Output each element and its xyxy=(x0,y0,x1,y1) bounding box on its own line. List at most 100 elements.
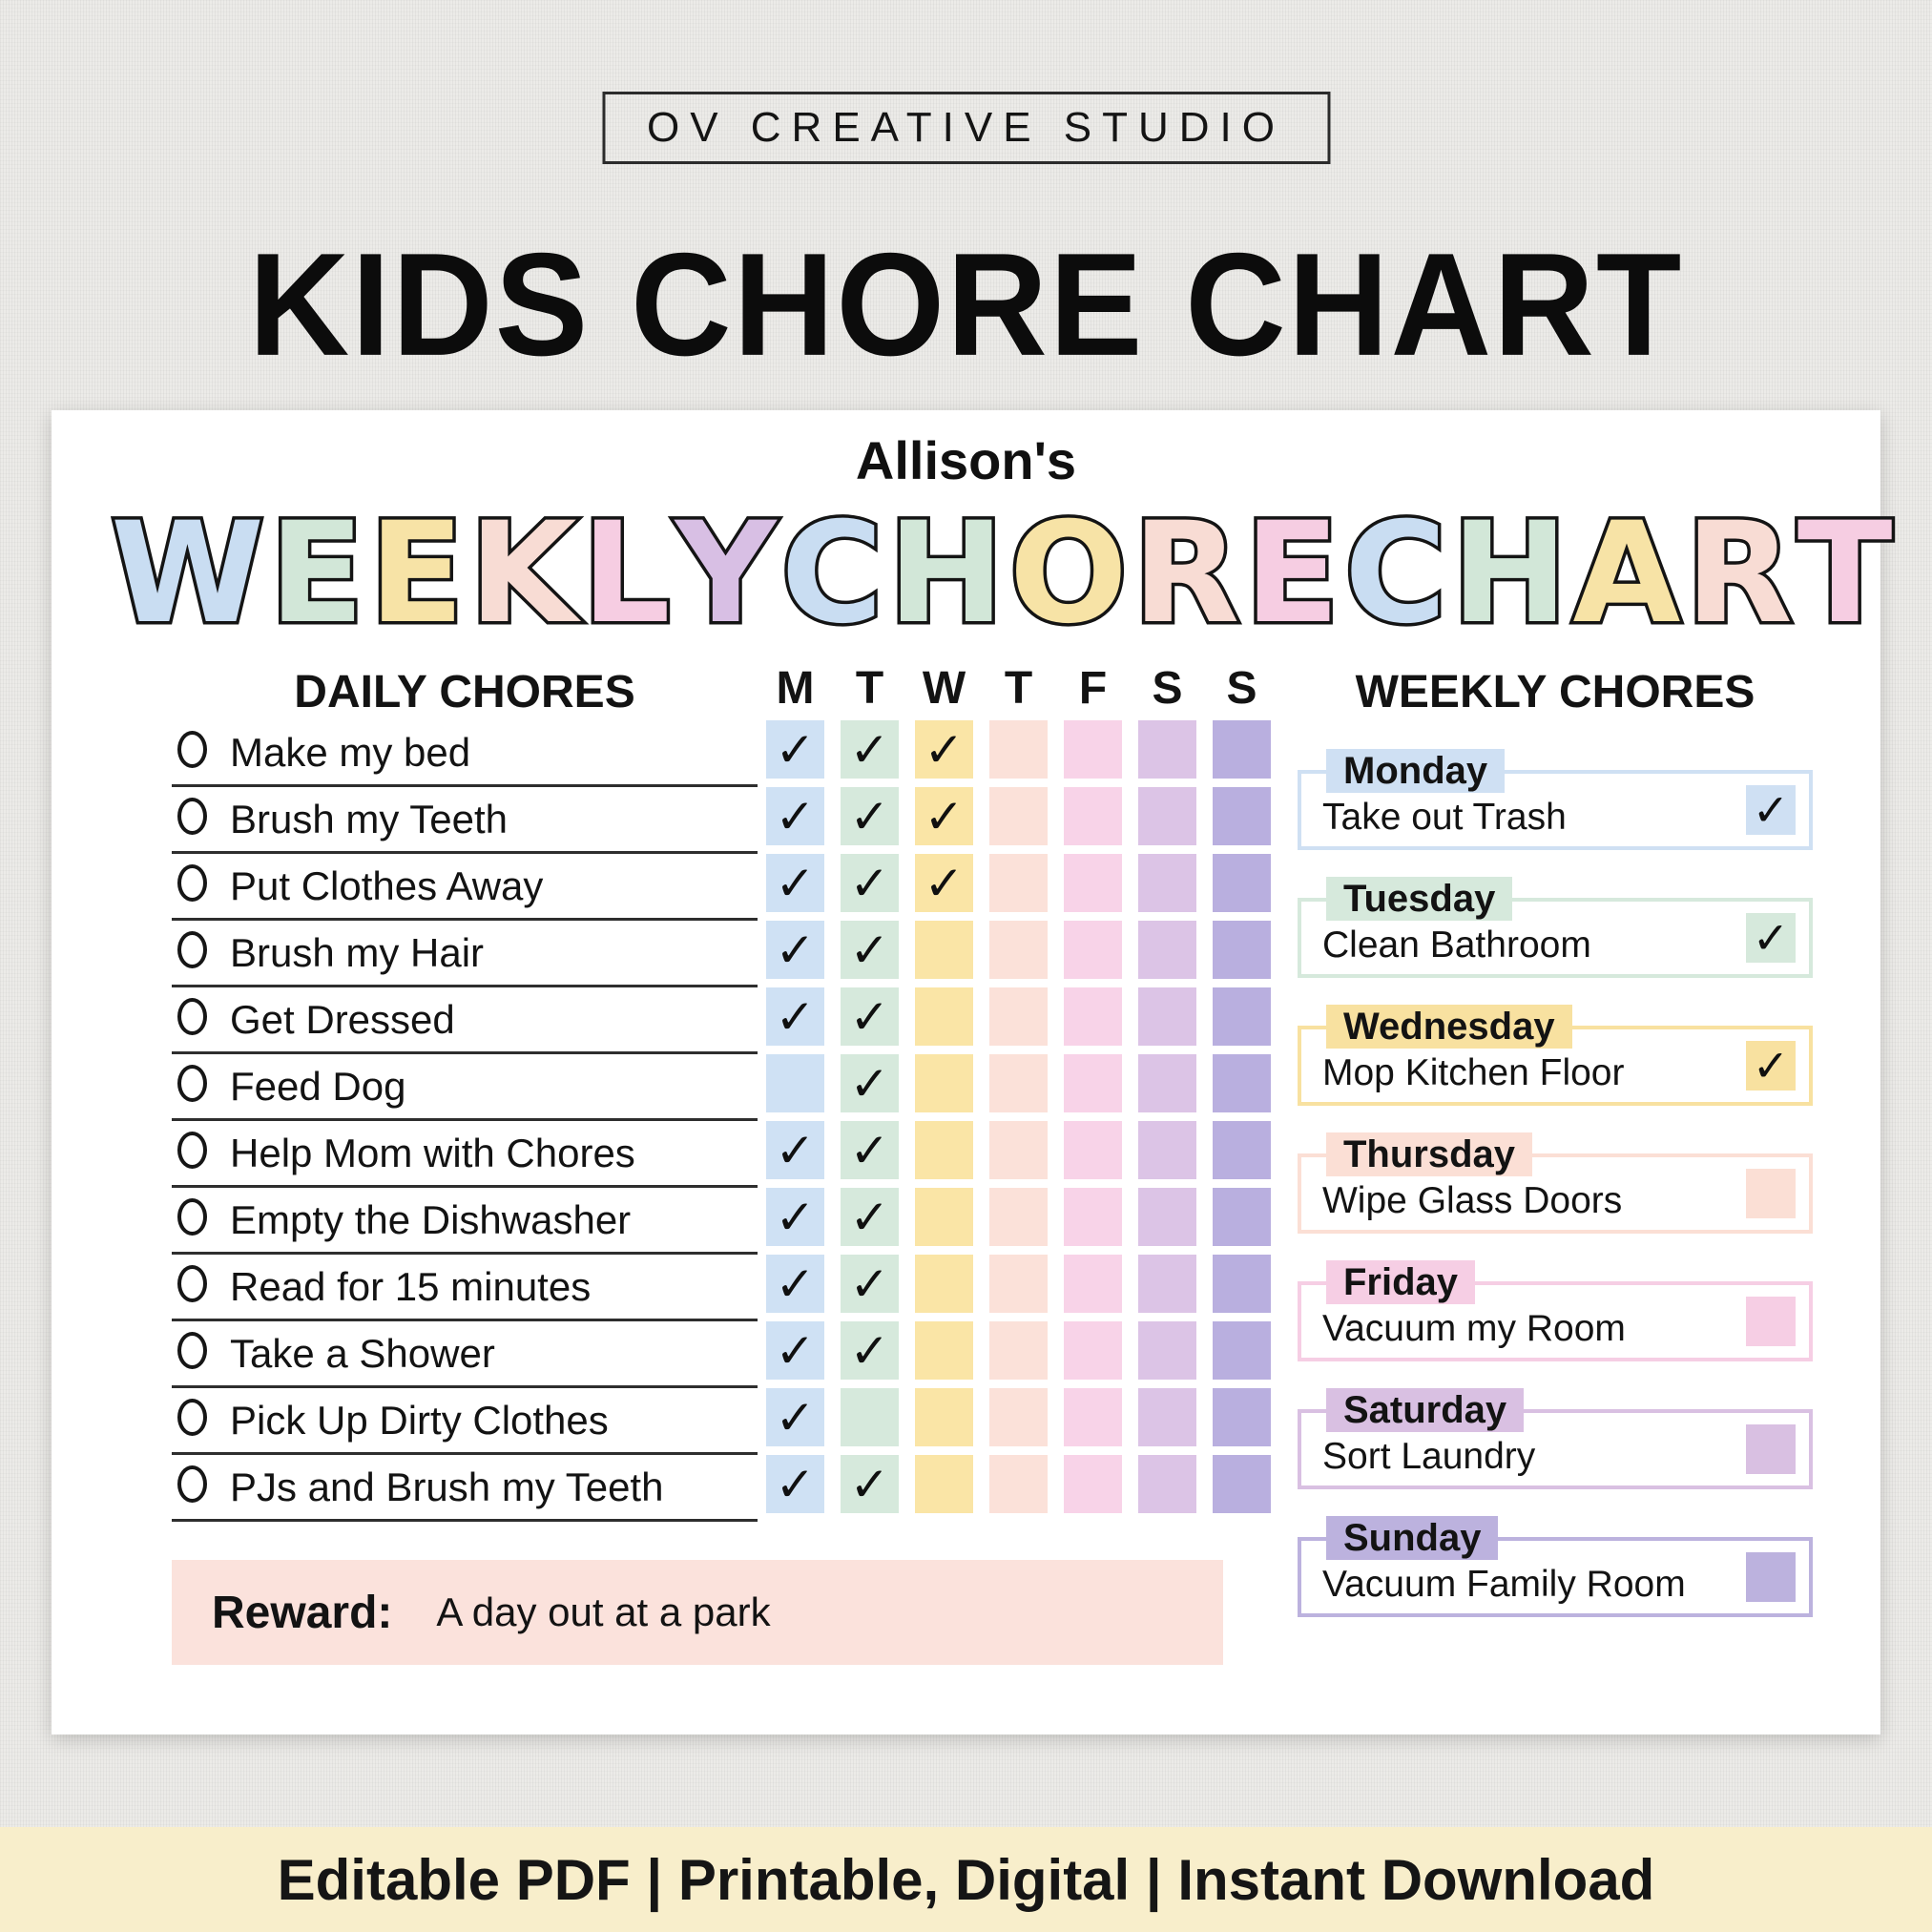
weekly-day-label: Wednesday xyxy=(1326,1005,1572,1049)
day-letter-header: T xyxy=(855,663,884,714)
check-cell xyxy=(1138,720,1196,779)
daily-chore-row: Read for 15 minutes xyxy=(172,1255,758,1321)
daily-chore-row: Pick Up Dirty Clothes xyxy=(172,1388,758,1455)
check-cell xyxy=(1064,720,1122,779)
day-letter-header: T xyxy=(1004,663,1033,714)
check-cell xyxy=(989,1388,1048,1446)
bubble-letter: K xyxy=(466,492,580,654)
check-grid-row: ✓ xyxy=(766,1054,1271,1121)
check-cell xyxy=(1138,1455,1196,1513)
check-cell xyxy=(989,1121,1048,1179)
daily-chore-list: Make my bed Brush my Teeth Put Clothes Awa… xyxy=(172,720,758,1522)
weekly-chore-label: Vacuum Family Room xyxy=(1322,1564,1686,1605)
check-cell xyxy=(1213,987,1271,1046)
chart-owner-name: Allison's xyxy=(855,430,1077,490)
day-letter-header: S xyxy=(1226,663,1257,714)
checkmark-icon: ✓ xyxy=(775,1122,816,1178)
check-cell: ✓ xyxy=(766,921,824,979)
check-cell: ✓ xyxy=(766,1455,824,1513)
bubble-letter: C xyxy=(778,492,886,654)
check-cell xyxy=(1064,921,1122,979)
check-cell: ✓ xyxy=(841,1121,899,1179)
checkmark-icon: ✓ xyxy=(849,1256,890,1312)
check-cell xyxy=(1213,720,1271,779)
check-cell: ✓ xyxy=(841,1054,899,1112)
daily-chore-row: Feed Dog xyxy=(172,1054,758,1121)
check-cell xyxy=(766,1054,824,1112)
checkmark-icon: ✓ xyxy=(849,1322,890,1379)
weekly-day-label: Thursday xyxy=(1326,1132,1533,1176)
daily-chore-row: Brush my Teeth xyxy=(172,787,758,854)
check-grid-row: ✓ ✓ xyxy=(766,921,1271,987)
day-letter-header: S xyxy=(1152,663,1183,714)
checkmark-icon: ✓ xyxy=(775,1456,816,1512)
chore-bullet-circle-icon xyxy=(177,798,207,835)
weekly-chore-group: Sort Laundry Saturday xyxy=(1298,1388,1813,1489)
checkmark-icon: ✓ xyxy=(775,788,816,844)
weekly-chore-label: Vacuum my Room xyxy=(1322,1308,1626,1349)
checkmark-icon: ✓ xyxy=(775,988,816,1045)
chore-bullet-circle-icon xyxy=(177,864,207,902)
check-cell xyxy=(1138,1321,1196,1380)
weekly-day-label: Sunday xyxy=(1326,1516,1499,1560)
check-grid-row: ✓ ✓ xyxy=(766,1321,1271,1388)
day-letter-header: F xyxy=(1078,663,1108,714)
check-cell xyxy=(989,854,1048,912)
check-cell xyxy=(915,1388,973,1446)
weekly-chore-label: Clean Bathroom xyxy=(1322,924,1591,966)
checkmark-icon: ✓ xyxy=(849,788,890,844)
daily-chore-label: Feed Dog xyxy=(230,1063,406,1109)
check-cell xyxy=(989,1455,1048,1513)
check-cell xyxy=(1064,1121,1122,1179)
bubble-letter: R xyxy=(1129,492,1242,654)
brand-banner: OV CREATIVE STUDIO xyxy=(601,92,1331,164)
bubble-letter: H xyxy=(1448,492,1571,654)
check-grid-row: ✓ ✓ ✓ xyxy=(766,854,1271,921)
check-cell xyxy=(1213,921,1271,979)
check-cell xyxy=(1213,1388,1271,1446)
bubble-letter: L xyxy=(578,492,674,654)
daily-chore-label: Brush my Hair xyxy=(230,929,485,975)
chore-bullet-circle-icon xyxy=(177,1399,207,1436)
check-grid-row: ✓ ✓ ✓ xyxy=(766,720,1271,787)
check-cell xyxy=(1064,1054,1122,1112)
check-cell xyxy=(915,1121,973,1179)
weekly-chore-group: Vacuum Family Room Sunday xyxy=(1298,1516,1813,1617)
brand-name: OV CREATIVE STUDIO xyxy=(646,104,1286,151)
bubble-letter: A xyxy=(1569,492,1684,654)
chore-bullet-circle-icon xyxy=(177,731,207,768)
check-cell xyxy=(1213,1255,1271,1313)
daily-chore-label: Empty the Dishwasher xyxy=(230,1196,632,1242)
check-cell xyxy=(1138,921,1196,979)
daily-chore-label: Pick Up Dirty Clothes xyxy=(230,1397,609,1443)
weekly-chore-group: Take out Trash ✓ Monday xyxy=(1298,749,1813,850)
weekly-checkbox: ✓ xyxy=(1746,912,1796,964)
bubble-letter: Y xyxy=(672,492,779,654)
daily-chore-row: Help Mom with Chores xyxy=(172,1121,758,1188)
bubble-letter: C xyxy=(1341,492,1450,654)
weekly-chore-label: Wipe Glass Doors xyxy=(1322,1180,1623,1221)
reward-value: A day out at a park xyxy=(436,1589,771,1634)
check-cell xyxy=(1138,987,1196,1046)
weekly-chore-group: Wipe Glass Doors Thursday xyxy=(1298,1132,1813,1234)
check-cell xyxy=(1138,787,1196,845)
check-cell xyxy=(1064,1388,1122,1446)
chore-bullet-circle-icon xyxy=(177,1198,207,1236)
checkmark-icon: ✓ xyxy=(849,988,890,1045)
bubble-letter: E xyxy=(1241,492,1343,654)
check-cell: ✓ xyxy=(841,1255,899,1313)
weekly-checkbox xyxy=(1746,1169,1796,1218)
daily-chore-row: Get Dressed xyxy=(172,987,758,1054)
weekly-checkbox xyxy=(1746,1552,1796,1602)
chore-bullet-circle-icon xyxy=(177,1265,207,1302)
check-cell: ✓ xyxy=(841,1455,899,1513)
daily-chore-label: PJs and Brush my Teeth xyxy=(230,1464,664,1509)
checkmark-icon: ✓ xyxy=(775,1389,816,1445)
page-title: KIDS CHORE CHART xyxy=(248,222,1684,387)
check-grid-row: ✓ ✓ xyxy=(766,1121,1271,1188)
weekly-chore-group: Clean Bathroom ✓ Tuesday xyxy=(1298,877,1813,978)
